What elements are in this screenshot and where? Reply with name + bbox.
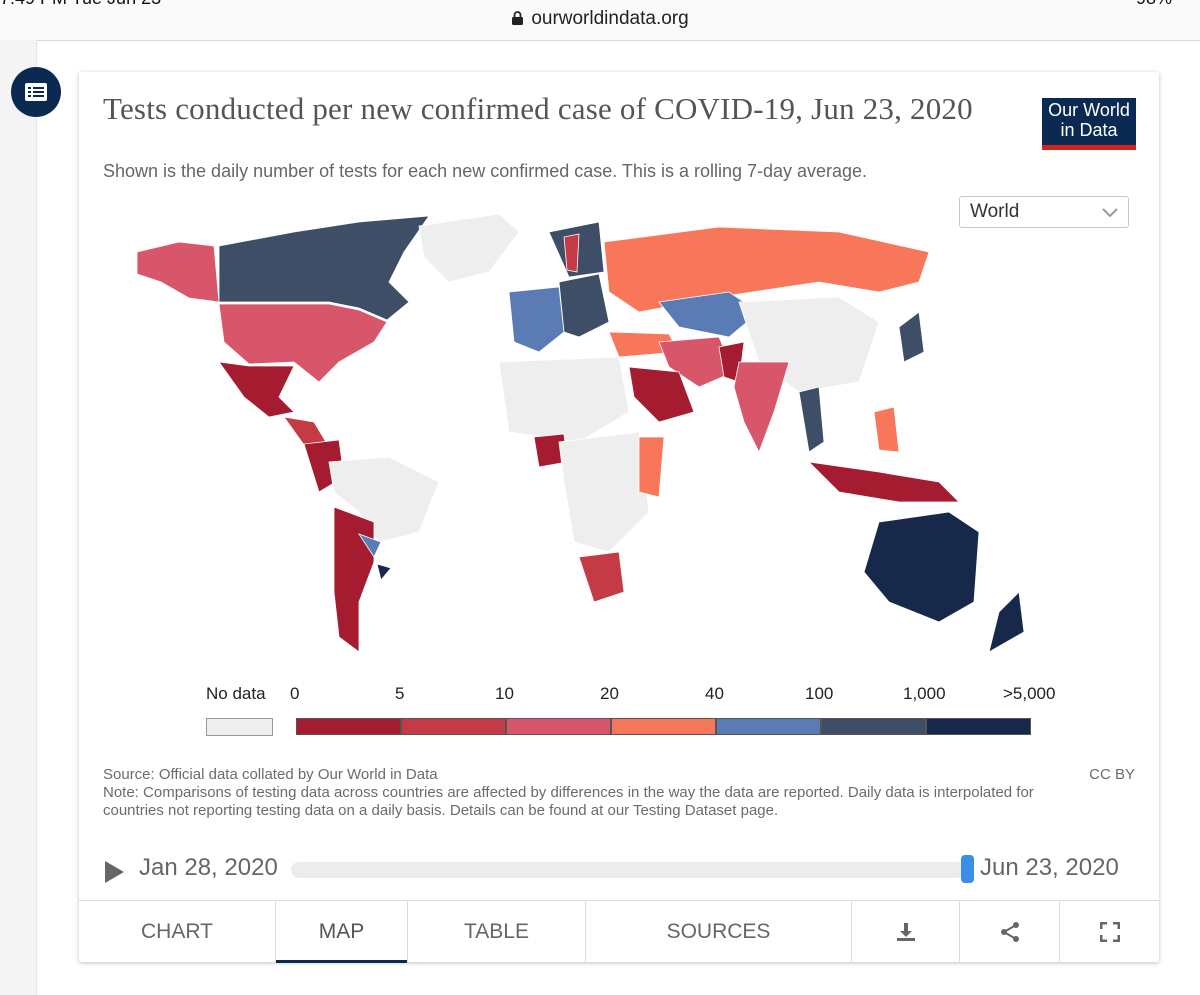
country-new-zealand[interactable] <box>988 591 1025 653</box>
chart-title: Tests conducted per new confirmed case o… <box>103 91 973 126</box>
country-india[interactable] <box>733 361 790 453</box>
region-select-value: World <box>970 201 1020 222</box>
owid-logo[interactable]: Our World in Data <box>1042 98 1136 150</box>
legend-no-data-label: No data <box>206 684 266 703</box>
share-icon <box>1000 922 1019 942</box>
tab-table[interactable]: TABLE <box>408 901 586 963</box>
country-western-europe[interactable] <box>508 286 565 353</box>
country-uruguay[interactable] <box>376 563 392 581</box>
note-text: Note: Comparisons of testing data across… <box>103 784 1034 819</box>
list-icon <box>25 83 47 101</box>
legend-tick-40: 40 <box>705 684 724 703</box>
country-alaska[interactable] <box>136 241 220 303</box>
country-philippines[interactable] <box>873 406 900 453</box>
url-field[interactable]: ourworldindata.org <box>0 8 1200 30</box>
browser-address-bar: 7:49 PM Tue Jun 23 98% ourworldindata.or… <box>0 0 1200 41</box>
legend-bin-5-10[interactable] <box>401 718 506 735</box>
legend-tick-10: 10 <box>495 684 514 703</box>
tab-sources[interactable]: SOURCES <box>586 901 852 963</box>
country-central-europe[interactable] <box>558 273 610 338</box>
legend-tick-5000: >5,000 <box>1003 684 1056 703</box>
legend-tick-20: 20 <box>600 684 619 703</box>
license-link[interactable]: CC BY <box>1089 766 1135 783</box>
source-text: Source: Official data collated by Our Wo… <box>103 766 438 783</box>
country-sweden[interactable] <box>563 233 580 273</box>
table-of-contents-button[interactable] <box>11 67 61 117</box>
country-south-africa[interactable] <box>578 551 625 603</box>
country-mexico[interactable] <box>218 361 295 418</box>
chart-card: Tests conducted per new confirmed case o… <box>79 72 1159 963</box>
url-text: ourworldindata.org <box>531 8 689 29</box>
page-gutter <box>0 40 37 995</box>
tab-map[interactable]: MAP <box>276 901 408 963</box>
legend-tick-1000: 1,000 <box>903 684 946 703</box>
legend-tick-0: 0 <box>290 684 300 703</box>
legend-bin-10-20[interactable] <box>506 718 611 735</box>
source-note: Source: Official data collated by Our Wo… <box>103 766 1063 820</box>
legend-bin-1000-5000[interactable] <box>926 718 1031 735</box>
country-japan[interactable] <box>898 311 925 363</box>
status-time: 7:49 PM Tue Jun 23 <box>0 0 161 9</box>
legend-bin-40-100[interactable] <box>716 718 821 735</box>
share-button[interactable] <box>960 901 1060 963</box>
country-greenland[interactable] <box>418 213 520 283</box>
country-russia[interactable] <box>603 226 930 313</box>
country-canada[interactable] <box>218 215 430 321</box>
country-kazakhstan[interactable] <box>658 291 760 338</box>
legend-bin-100-1000[interactable] <box>821 718 926 735</box>
timeline: Jan 28, 2020 Jun 23, 2020 <box>103 852 1143 888</box>
legend-tick-100: 100 <box>805 684 834 703</box>
lock-icon <box>512 11 524 25</box>
legend-no-data-swatch <box>206 718 273 736</box>
logo-line-1: Our World <box>1048 100 1130 120</box>
tab-chart[interactable]: CHART <box>79 901 276 963</box>
country-north-africa[interactable] <box>498 356 630 443</box>
fullscreen-button[interactable] <box>1060 901 1159 963</box>
timeline-end-date: Jun 23, 2020 <box>980 854 1119 881</box>
download-button[interactable] <box>852 901 960 963</box>
country-saudi-arabia[interactable] <box>628 366 695 423</box>
logo-line-2: in Data <box>1060 120 1118 140</box>
country-middle-east[interactable] <box>658 336 735 388</box>
country-australia[interactable] <box>863 511 980 623</box>
country-kenya-ethiopia[interactable] <box>638 436 665 498</box>
legend-bin-0-5[interactable] <box>296 718 401 735</box>
legend-tick-5: 5 <box>395 684 405 703</box>
fullscreen-icon <box>1099 922 1120 942</box>
timeline-track[interactable] <box>291 862 965 878</box>
country-indonesia[interactable] <box>807 461 960 503</box>
country-central-africa[interactable] <box>558 431 650 553</box>
map-legend: No data 0 5 10 20 40 100 1,000 >5,000 <box>79 682 1159 742</box>
region-select[interactable]: World <box>959 196 1129 228</box>
world-map[interactable] <box>119 212 1119 672</box>
country-southeast-asia[interactable] <box>798 386 825 453</box>
download-icon <box>896 923 915 941</box>
play-icon[interactable] <box>103 860 125 884</box>
tab-bar: CHART MAP TABLE SOURCES <box>79 900 1159 963</box>
country-paraguay[interactable] <box>358 533 382 558</box>
legend-bin-20-40[interactable] <box>611 718 716 735</box>
timeline-start-date: Jan 28, 2020 <box>139 854 278 881</box>
timeline-handle[interactable] <box>961 855 974 883</box>
country-usa[interactable] <box>218 303 388 383</box>
battery-level: 98% <box>1136 0 1172 9</box>
country-brazil[interactable] <box>328 456 440 543</box>
chart-subtitle: Shown is the daily number of tests for e… <box>103 161 868 181</box>
chevron-down-icon <box>1102 208 1118 218</box>
country-chile-argentina[interactable] <box>333 506 375 653</box>
